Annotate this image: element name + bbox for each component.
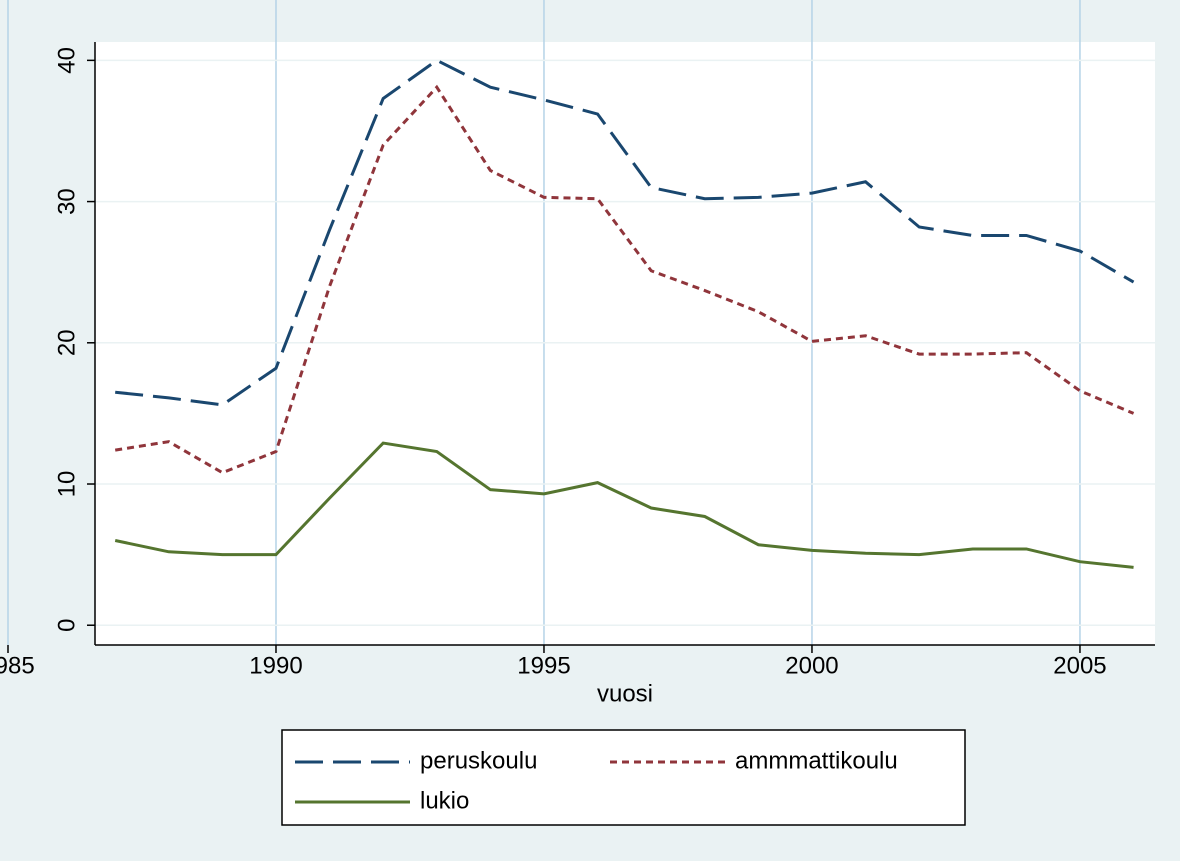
legend-label: lukio xyxy=(420,787,469,814)
y-tick-label: 20 xyxy=(53,329,80,356)
y-tick-label: 0 xyxy=(53,619,80,632)
x-tick-label: 1990 xyxy=(249,652,302,679)
x-axis-label: vuosi xyxy=(597,680,653,707)
series-line xyxy=(114,441,1134,569)
y-tick-label: 30 xyxy=(53,188,80,215)
legend xyxy=(281,729,966,826)
legend-label: peruskoulu xyxy=(420,747,537,774)
series-line xyxy=(115,58,1135,407)
x-tick-label: 2005 xyxy=(1053,652,1106,679)
x-tick-label: 1995 xyxy=(517,652,570,679)
x-tick-label: 1985 xyxy=(0,652,35,679)
legend-label: ammmattikoulu xyxy=(735,747,898,774)
y-tick-label: 40 xyxy=(53,47,80,74)
x-tick-label: 2000 xyxy=(785,652,838,679)
y-tick-label: 10 xyxy=(53,471,80,498)
